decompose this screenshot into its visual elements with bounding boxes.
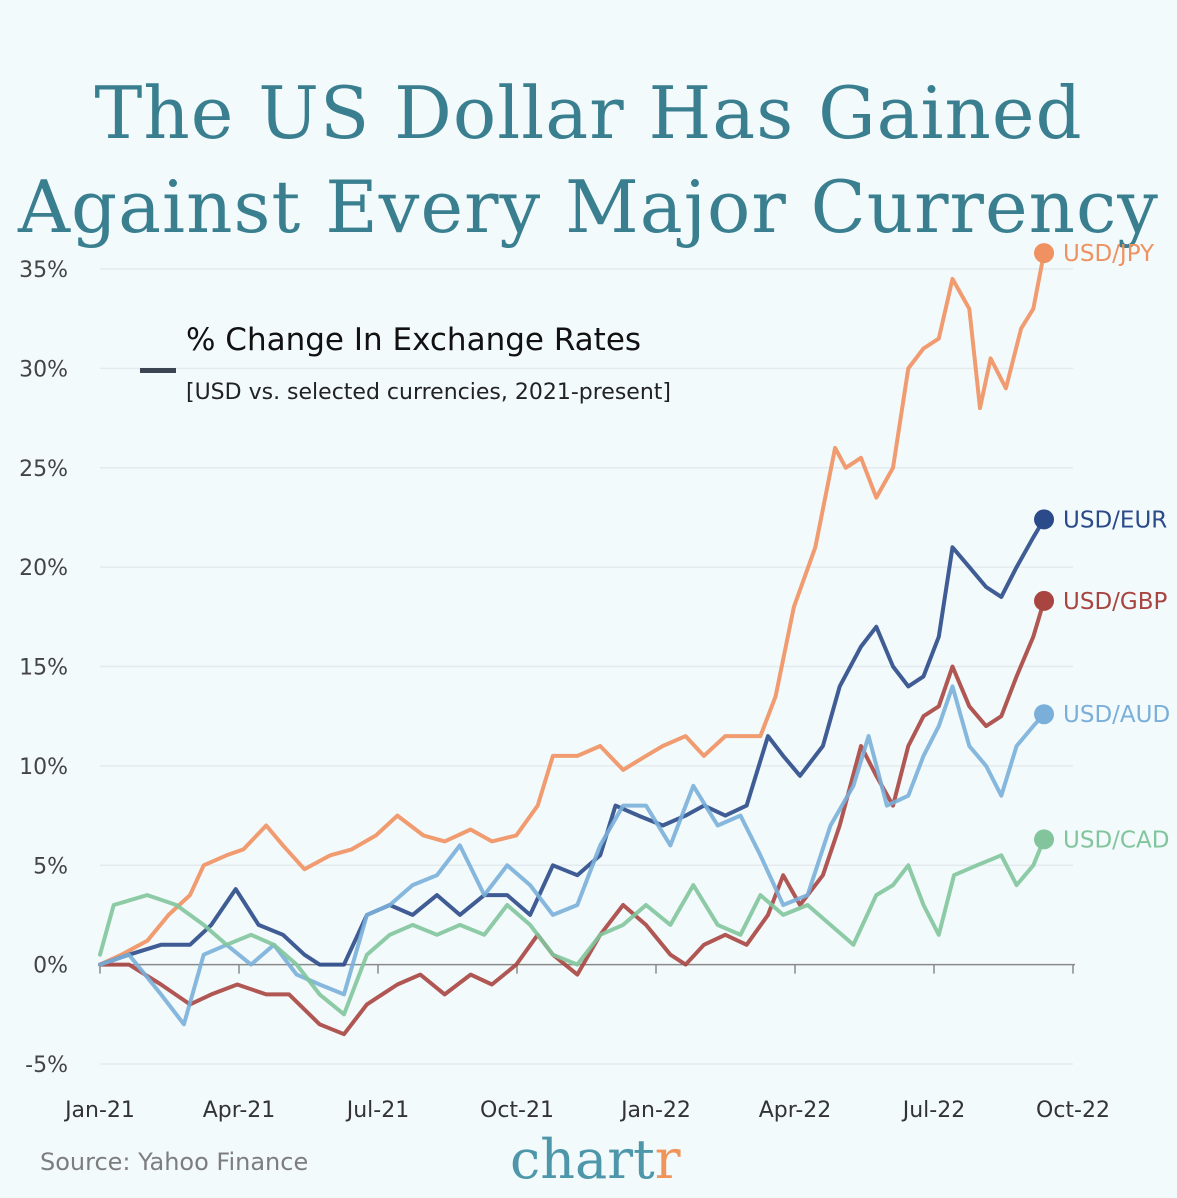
- x-tick-label: Jul-21: [345, 1098, 409, 1123]
- series-line: [98, 684, 1046, 1027]
- y-tick-label: 10%: [19, 755, 68, 780]
- series-label: USD/GBP: [1063, 589, 1167, 615]
- series-label: USD/JPY: [1063, 241, 1155, 267]
- series-line: [98, 598, 1046, 1037]
- x-tick-label: Jul-22: [901, 1098, 965, 1123]
- series-label: USD/AUD: [1063, 702, 1170, 728]
- y-tick-label: 30%: [19, 357, 68, 382]
- chart-title: The US Dollar Has Gained Against Every M…: [0, 66, 1177, 254]
- series-line: [98, 837, 1046, 1017]
- y-tick-label: -5%: [25, 1053, 68, 1078]
- y-tick-label: 0%: [33, 954, 68, 979]
- y-tick-label: 5%: [33, 854, 68, 879]
- chart-title-line-1: The US Dollar Has Gained: [94, 71, 1083, 156]
- series-end-marker: [1034, 590, 1055, 611]
- y-tick-label: 20%: [19, 556, 68, 581]
- chart-title-line-2: Against Every Major Currency: [18, 165, 1159, 250]
- series-end-marker: [1034, 509, 1055, 530]
- x-tick-label: Jan-22: [619, 1098, 691, 1123]
- brand-logo-main: chart: [510, 1128, 655, 1191]
- legend-subtitle: [USD vs. selected currencies, 2021-prese…: [186, 380, 671, 405]
- series-line: [98, 251, 1046, 967]
- series-label: USD/CAD: [1063, 827, 1169, 853]
- series-end-marker: [1034, 829, 1055, 850]
- brand-logo-accent: r: [654, 1128, 681, 1191]
- series-end-marker: [1034, 243, 1055, 264]
- y-tick-label: 25%: [19, 457, 68, 482]
- series-line: [98, 517, 1046, 967]
- x-tick-label: Oct-21: [480, 1098, 554, 1123]
- legend-title: % Change In Exchange Rates: [186, 322, 642, 358]
- x-tick-label: Oct-22: [1036, 1098, 1110, 1123]
- legend-swatch: [140, 368, 176, 373]
- source-note: Source: Yahoo Finance: [40, 1148, 309, 1176]
- series-label: USD/EUR: [1063, 507, 1167, 533]
- y-tick-label: 35%: [19, 258, 68, 283]
- y-tick-label: 15%: [19, 656, 68, 681]
- x-tick-label: Apr-21: [203, 1098, 276, 1123]
- x-tick-label: Jan-21: [63, 1098, 135, 1123]
- brand-logo: chartr: [510, 1128, 681, 1191]
- series-end-marker: [1034, 704, 1055, 725]
- x-tick-label: Apr-22: [759, 1098, 832, 1123]
